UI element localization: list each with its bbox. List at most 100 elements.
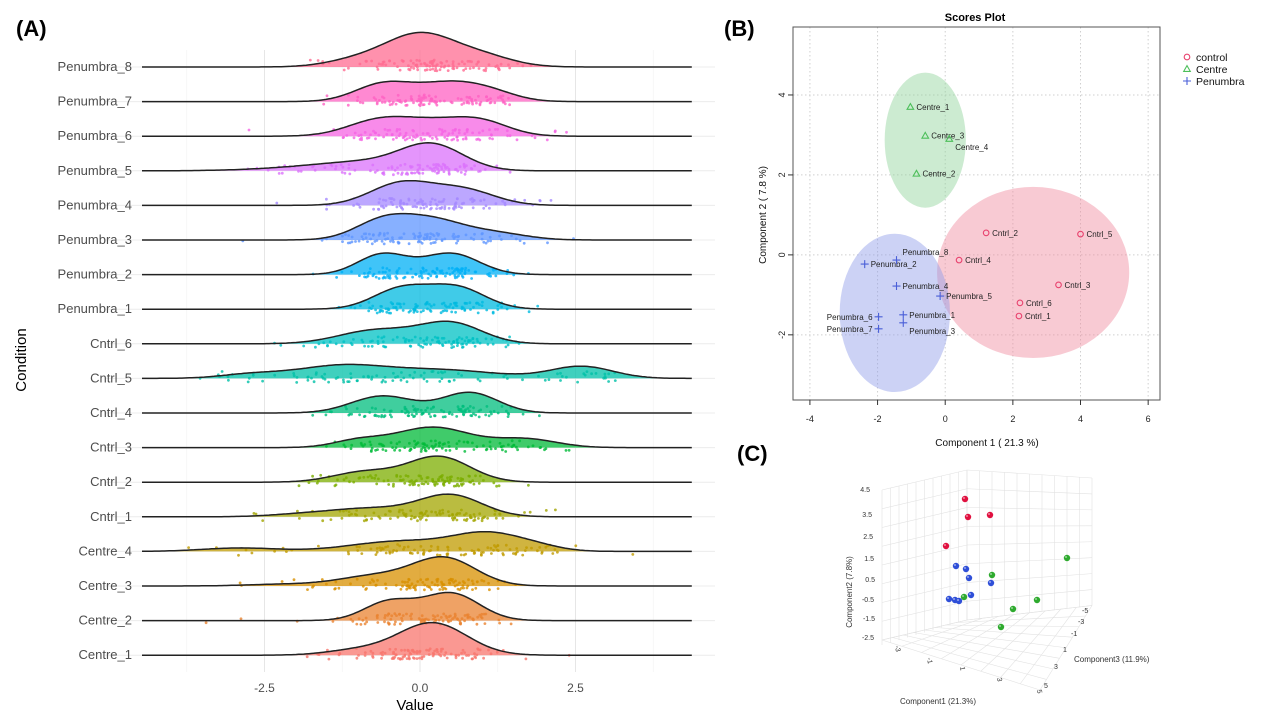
jitter-point <box>472 549 476 553</box>
jitter-point <box>396 302 399 306</box>
jitter-point <box>429 232 432 236</box>
jitter-point <box>409 344 413 348</box>
jitter-point <box>414 515 417 519</box>
jitter-point <box>384 449 388 452</box>
jitter-point <box>471 617 475 621</box>
jitter-point <box>376 68 380 71</box>
jitter-point <box>419 240 422 244</box>
x-tick-label: 2.5 <box>567 681 584 695</box>
jitter-point <box>398 132 402 136</box>
jitter-point <box>353 168 357 172</box>
jitter-point <box>418 649 422 653</box>
jitter-point <box>426 307 429 311</box>
jitter-point <box>444 274 447 278</box>
jitter-point <box>440 167 444 171</box>
z-tick-label: 3 <box>1054 664 1058 671</box>
ridge-row: Penumbra_8 <box>58 31 692 74</box>
jitter-point <box>369 547 373 551</box>
jitter-point <box>505 272 509 275</box>
jitter-point <box>437 200 441 204</box>
jitter-point <box>394 653 398 657</box>
jitter-point <box>333 484 337 488</box>
jitter-point <box>394 647 397 651</box>
jitter-point <box>447 441 450 444</box>
jitter-point <box>463 339 467 343</box>
jitter-point <box>487 648 490 652</box>
plus-marker <box>892 282 901 291</box>
jitter-point <box>458 272 462 275</box>
jitter-point <box>395 614 398 617</box>
jitter-point <box>414 303 418 306</box>
jitter-point <box>585 370 589 373</box>
row-label: Penumbra_7 <box>58 94 132 109</box>
jitter-point <box>387 622 391 626</box>
jitter-point <box>244 548 248 552</box>
jitter-point <box>371 163 375 167</box>
jitter-point <box>478 613 482 617</box>
jitter-point <box>366 240 369 244</box>
jitter-point <box>475 445 479 449</box>
jitter-point <box>413 586 417 590</box>
jitter-point <box>447 171 451 175</box>
jitter-point <box>427 102 431 106</box>
jitter-point <box>372 511 376 515</box>
point-label: Cntrl_5 <box>1087 230 1113 239</box>
data-point: Penumbra_4 <box>892 282 949 291</box>
jitter-point <box>491 310 495 314</box>
jitter-point <box>400 648 403 652</box>
jitter-point <box>489 410 492 414</box>
jitter-point <box>354 240 357 243</box>
jitter-point <box>342 509 345 513</box>
jitter-point <box>429 588 433 591</box>
jitter-point <box>433 166 436 170</box>
data-point: Penumbra_1 <box>899 311 956 320</box>
jitter-point <box>295 376 299 379</box>
circle-marker <box>1016 299 1024 307</box>
jitter-point <box>344 476 348 480</box>
jitter-point <box>514 237 518 241</box>
jitter-point <box>424 578 428 581</box>
jitter-point <box>384 270 387 274</box>
jitter-point <box>477 131 481 135</box>
jitter-point <box>447 481 451 485</box>
jitter-point <box>467 578 470 582</box>
jitter-point <box>479 199 483 203</box>
density-curve <box>142 179 692 207</box>
jitter-point <box>395 442 399 446</box>
jitter-point <box>388 59 391 63</box>
jitter-point <box>500 405 504 408</box>
jitter-point <box>496 304 500 307</box>
jitter-point <box>426 164 429 168</box>
jitter-point <box>438 99 442 103</box>
jitter-point <box>463 268 467 272</box>
jitter-point <box>394 446 398 450</box>
grid-line <box>881 600 968 622</box>
jitter-point <box>400 409 404 413</box>
jitter-point <box>346 550 350 554</box>
jitter-point <box>506 377 509 380</box>
jitter-point <box>390 614 394 618</box>
jitter-point <box>441 508 444 512</box>
jitter-point <box>347 234 350 237</box>
jitter-point <box>416 163 420 167</box>
jitter-point <box>482 198 486 202</box>
jitter-point <box>306 588 309 591</box>
jitter-point <box>320 238 324 242</box>
jitter-point <box>409 517 413 521</box>
jitter-point <box>277 172 281 175</box>
row-label: Cntrl_6 <box>90 336 132 351</box>
jitter-point <box>456 344 459 347</box>
jitter-point <box>428 549 431 553</box>
jitter-point <box>377 515 381 518</box>
jitter-point <box>395 205 399 209</box>
jitter-point <box>448 581 451 585</box>
jitter-point <box>461 656 464 660</box>
jitter-point <box>381 340 385 344</box>
jitter-point <box>412 657 416 660</box>
jitter-point <box>442 170 446 174</box>
jitter-point <box>403 545 406 549</box>
jitter-point <box>320 578 324 581</box>
jitter-point <box>408 441 411 445</box>
x-axis-title: Component1 (21.3%) <box>900 697 976 706</box>
